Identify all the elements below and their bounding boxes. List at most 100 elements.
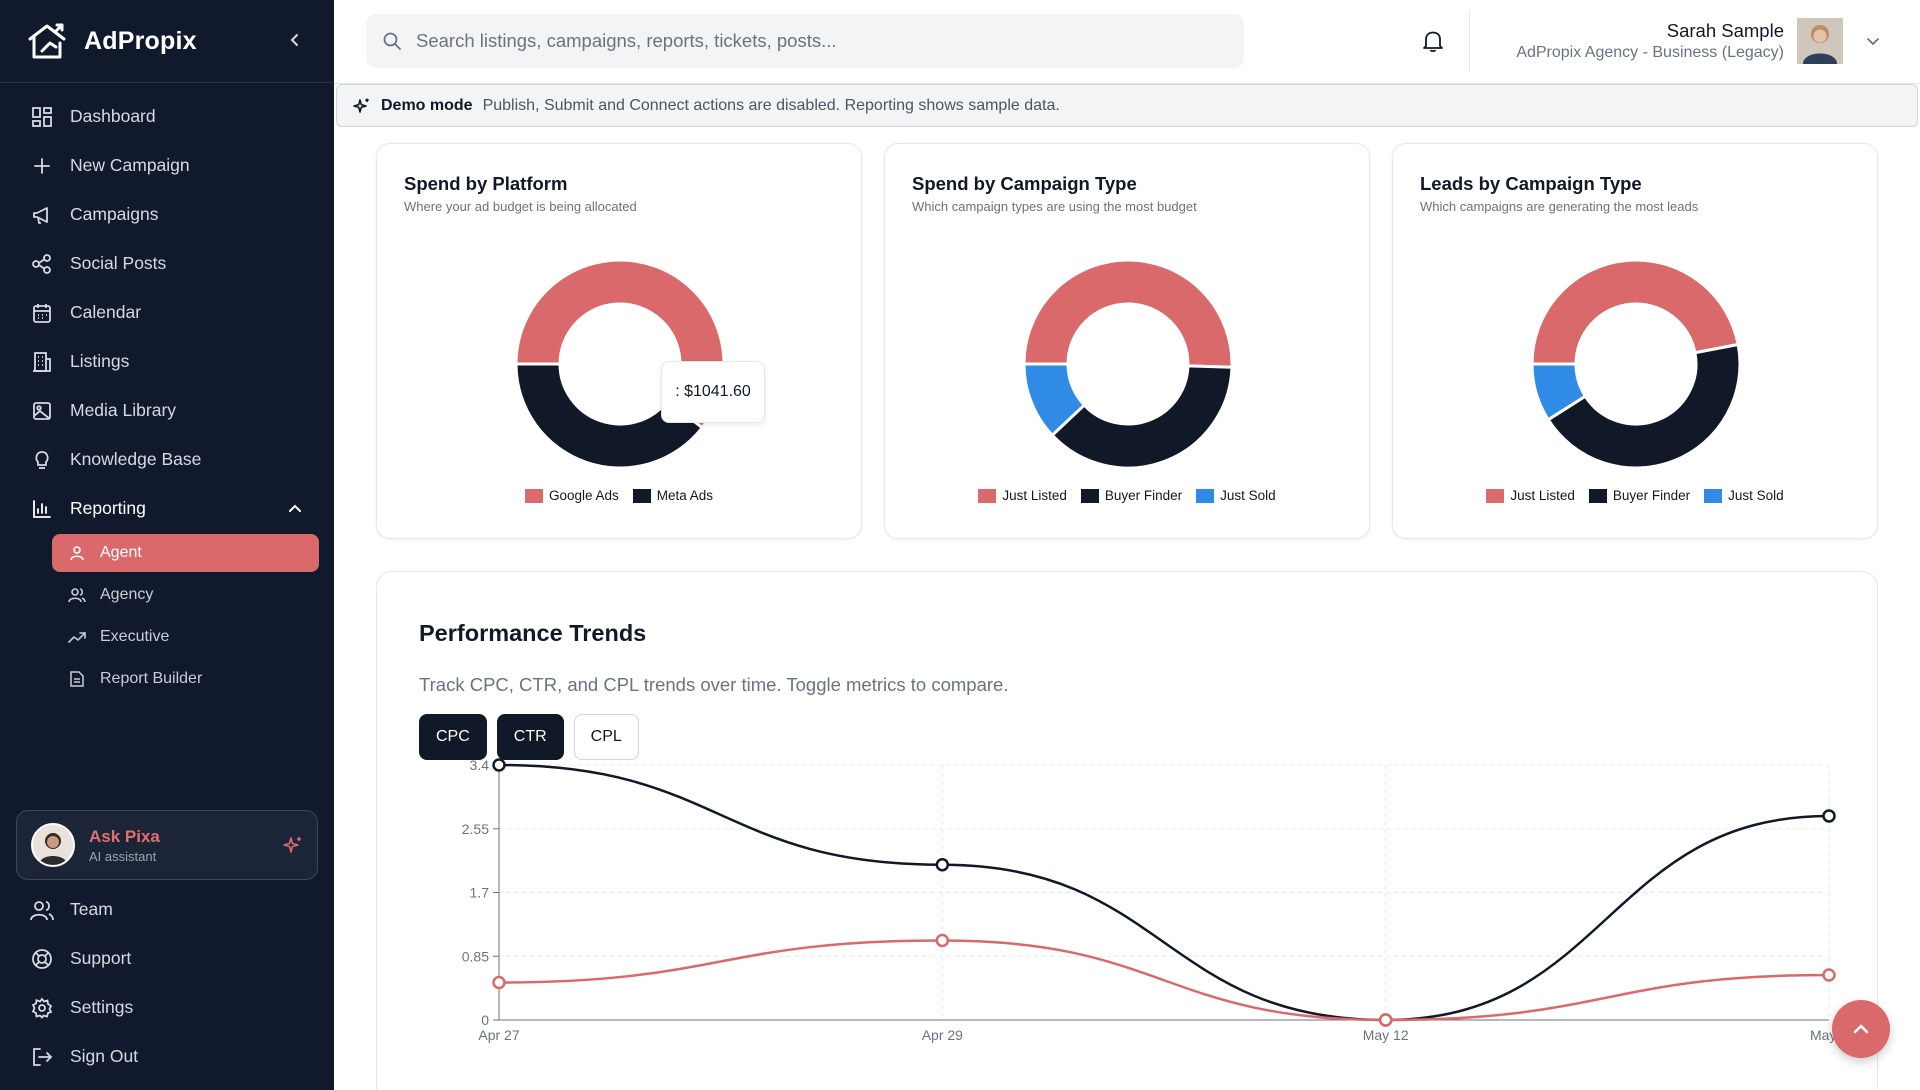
data-point[interactable] [1822, 968, 1836, 982]
calendar-icon [30, 301, 54, 325]
nav-item-sign-out[interactable]: Sign Out [0, 1032, 334, 1081]
search-box[interactable] [366, 14, 1244, 68]
x-tick-label: Apr 27 [478, 1027, 519, 1043]
nav-label: Sign Out [70, 1046, 139, 1066]
performance-subtitle: Track CPC, CTR, and CPL trends over time… [419, 674, 1009, 695]
nav-item-social-posts[interactable]: Social Posts [0, 239, 334, 288]
ask-pixa-button[interactable]: Ask Pixa AI assistant [16, 810, 318, 880]
nav-item-campaigns[interactable]: Campaigns [0, 190, 334, 239]
legend-swatch [1080, 488, 1099, 503]
collapse-sidebar-button[interactable] [283, 28, 307, 52]
gear-icon [30, 996, 54, 1020]
chevron-up-icon [1853, 1024, 1869, 1034]
nav-item-listings[interactable]: Listings [0, 337, 334, 386]
nav-label: Knowledge Base [70, 449, 202, 469]
y-tick-label: 0.85 [462, 948, 489, 964]
nav-item-team[interactable]: Team [0, 885, 334, 934]
donut-slice-buyer-finder[interactable] [1546, 342, 1742, 470]
legend-label: Buyer Finder [1612, 488, 1691, 503]
avatar[interactable] [1797, 18, 1843, 64]
legend-item-just-sold[interactable]: Just Sold [1196, 488, 1276, 503]
subnav-item-agent[interactable]: Agent [52, 534, 319, 572]
nav-item-knowledge-base[interactable]: Knowledge Base [0, 435, 334, 484]
legend-item-google-ads[interactable]: Google Ads [524, 488, 619, 503]
logo-icon [28, 23, 66, 59]
sign-out-icon [30, 1045, 54, 1069]
scroll-to-top-button[interactable] [1832, 1000, 1890, 1058]
donut-slice-just-listed[interactable] [1530, 258, 1740, 366]
share-icon [30, 252, 54, 276]
legend-item-just-sold[interactable]: Just Sold [1704, 488, 1784, 503]
x-tick-label: May 12 [1363, 1027, 1409, 1043]
toggle-cpl[interactable]: CPL [573, 714, 639, 760]
chevron-up-icon [289, 504, 301, 512]
subnav-item-agency[interactable]: Agency [52, 576, 319, 614]
donut-slice-meta-ads[interactable] [514, 362, 705, 470]
building-icon [30, 350, 54, 374]
nav-item-reporting[interactable]: Reporting [0, 484, 334, 533]
data-point[interactable] [492, 975, 506, 990]
nav-label: Social Posts [70, 253, 167, 273]
donut-slice-buyer-finder[interactable] [1050, 364, 1234, 470]
legend-item-meta-ads[interactable]: Meta Ads [632, 488, 713, 503]
data-point[interactable] [1822, 809, 1836, 823]
nav-label: New Campaign [70, 155, 190, 175]
demo-mode-banner: Demo mode Publish, Submit and Connect ac… [336, 84, 1918, 127]
legend-swatch [978, 488, 997, 503]
legend-item-buyer-finder[interactable]: Buyer Finder [1080, 488, 1182, 503]
nav-item-settings[interactable]: Settings [0, 983, 334, 1032]
user-name[interactable]: Sarah Sample [1666, 20, 1784, 41]
sidebar: AdPropix Dashboard New Campaign Campaign… [0, 0, 334, 1090]
search-input[interactable] [416, 30, 1216, 52]
brand[interactable]: AdPropix [26, 20, 197, 62]
card-title: Spend by Platform [404, 173, 568, 194]
subnav-item-report-builder[interactable]: Report Builder [52, 660, 319, 698]
legend-swatch [1704, 488, 1723, 503]
reporting-subnav: Agent Agency Executive Report Builder [52, 534, 319, 702]
lifebuoy-icon [30, 947, 54, 971]
nav-label: Settings [70, 997, 134, 1017]
subnav-item-executive[interactable]: Executive [52, 618, 319, 656]
nav-label: Media Library [70, 400, 177, 420]
series-line-1 [498, 939, 1830, 1022]
data-point[interactable] [935, 858, 950, 872]
nav-item-new-campaign[interactable]: New Campaign [0, 141, 334, 190]
bell-icon[interactable] [1420, 28, 1446, 54]
assistant-avatar [31, 823, 75, 867]
chevron-down-icon[interactable] [1864, 32, 1882, 50]
megaphone-icon [30, 203, 54, 227]
nav-label: Reporting [70, 498, 146, 518]
card-subtitle: Where your ad budget is being allocated [404, 199, 637, 214]
toggle-cpc[interactable]: CPC [419, 714, 487, 760]
legend-item-buyer-finder[interactable]: Buyer Finder [1588, 488, 1691, 503]
legend-item-just-listed[interactable]: Just Listed [978, 488, 1067, 503]
leads-by-campaign-type-donut[interactable] [1524, 252, 1748, 476]
nav-label: Team [70, 899, 113, 919]
spend-by-campaign-type-donut[interactable] [1016, 252, 1240, 476]
nav-item-support[interactable]: Support [0, 934, 334, 983]
y-tick-label: 1.7 [470, 885, 490, 901]
nav-item-media-library[interactable]: Media Library [0, 386, 334, 435]
file-icon [68, 670, 86, 688]
demo-mode-message: Publish, Submit and Connect actions are … [482, 96, 1060, 114]
subnav-label: Agency [100, 586, 154, 603]
data-point[interactable] [935, 933, 950, 948]
data-point[interactable] [1378, 1013, 1393, 1027]
nav-item-calendar[interactable]: Calendar [0, 288, 334, 337]
donut-slice-just-sold[interactable] [1022, 362, 1087, 438]
nav-label: Dashboard [70, 106, 156, 126]
toggle-ctr[interactable]: CTR [496, 714, 564, 760]
users-icon [30, 898, 54, 922]
brand-name: AdPropix [84, 26, 197, 55]
legend-swatch [1486, 488, 1505, 503]
legend-item-just-listed[interactable]: Just Listed [1486, 488, 1575, 503]
performance-title: Performance Trends [419, 620, 647, 646]
assistant-name: Ask Pixa [89, 826, 160, 846]
nav-item-dashboard[interactable]: Dashboard [0, 92, 334, 141]
donut-slice-just-listed[interactable] [1022, 258, 1234, 369]
top-bar: Sarah Sample AdPropix Agency - Business … [334, 0, 1920, 84]
donut-slice-just-sold[interactable] [1530, 362, 1588, 422]
topbar-divider [1469, 10, 1470, 72]
data-point[interactable] [492, 758, 506, 772]
